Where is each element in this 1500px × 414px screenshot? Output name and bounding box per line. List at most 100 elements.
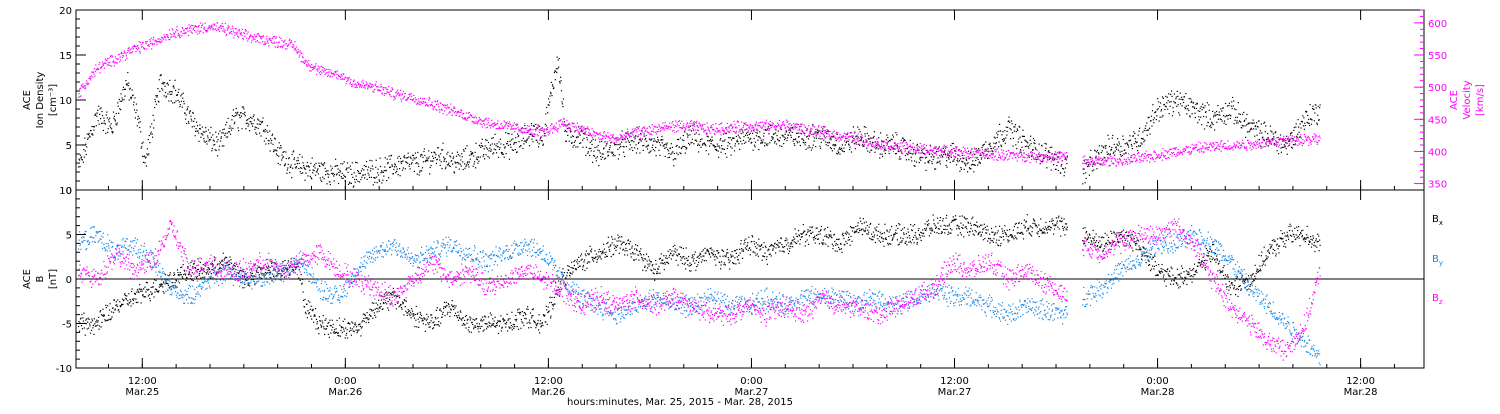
ion-density-point — [708, 136, 709, 137]
ion-density-point — [432, 160, 433, 161]
ion-density-point — [210, 139, 211, 140]
ion-density-point — [149, 142, 150, 143]
velocity-point — [156, 44, 157, 45]
velocity-point — [982, 156, 983, 157]
velocity-point — [615, 137, 616, 138]
ion-density-point — [1210, 125, 1211, 126]
velocity-point — [328, 75, 329, 76]
ion-density-point — [783, 143, 784, 144]
ion-density-point — [853, 126, 854, 127]
ion-density-point — [820, 138, 821, 139]
ion-density-point — [116, 124, 117, 125]
ion-density-point — [114, 116, 115, 117]
ion-density-point — [551, 95, 552, 96]
ion-density-point — [1235, 120, 1236, 121]
ion-density-point — [867, 133, 868, 134]
velocity-point — [122, 53, 123, 54]
ion-density-point — [227, 133, 228, 134]
ion-density-point — [265, 129, 266, 130]
velocity-point — [226, 34, 227, 35]
velocity-point — [651, 131, 652, 132]
velocity-point — [210, 27, 211, 28]
velocity-point — [1085, 159, 1086, 160]
ion-density-point — [819, 146, 820, 147]
ion-density-point — [1188, 110, 1189, 111]
velocity-point — [607, 132, 608, 133]
ion-density-point — [556, 68, 557, 69]
ion-density-point — [606, 143, 607, 144]
velocity-point — [311, 64, 312, 65]
ion-density-point — [1232, 97, 1233, 98]
ion-density-point — [204, 140, 205, 141]
ion-density-point — [1121, 151, 1122, 152]
ion-density-point — [567, 135, 568, 136]
velocity-point — [371, 87, 372, 88]
velocity-point — [861, 136, 862, 137]
velocity-point — [944, 149, 945, 150]
ion-density-point — [511, 134, 512, 135]
velocity-point — [345, 77, 346, 78]
ion-density-point — [741, 133, 742, 134]
ion-density-point — [804, 133, 805, 134]
velocity-point — [1005, 157, 1006, 158]
velocity-point — [584, 129, 585, 130]
velocity-point — [859, 138, 860, 139]
ion-density-point — [1012, 146, 1013, 147]
velocity-point — [800, 124, 801, 125]
velocity-point — [99, 62, 100, 63]
velocity-point — [1124, 153, 1125, 154]
ion-density-point — [1225, 116, 1226, 117]
ion-density-point — [1304, 123, 1305, 124]
ion-density-point — [1053, 164, 1054, 165]
velocity-point — [802, 123, 803, 124]
velocity-point — [599, 139, 600, 140]
velocity-point — [627, 129, 628, 130]
velocity-point — [473, 121, 474, 122]
velocity-point — [743, 127, 744, 128]
ion-density-point — [200, 137, 201, 138]
velocity-point — [340, 79, 341, 80]
velocity-point — [221, 28, 222, 29]
ion-density-point — [738, 135, 739, 136]
velocity-point — [746, 128, 747, 129]
ion-density-point — [219, 131, 220, 132]
ion-density-point — [195, 135, 196, 136]
ion-density-point — [413, 155, 414, 156]
ion-density-point — [919, 158, 920, 159]
velocity-point — [992, 154, 993, 155]
velocity-point — [943, 146, 944, 147]
ion-density-point — [942, 156, 943, 157]
velocity-point — [330, 75, 331, 76]
velocity-point — [356, 85, 357, 86]
ion-density-point — [511, 139, 512, 140]
ion-density-point — [610, 145, 611, 146]
ion-density-point — [503, 154, 504, 155]
ion-density-point — [1011, 120, 1012, 121]
velocity-point — [1003, 153, 1004, 154]
velocity-point — [674, 132, 675, 133]
ion-density-point — [1208, 122, 1209, 123]
ion-density-point — [1137, 142, 1138, 143]
velocity-point — [779, 126, 780, 127]
velocity-point — [721, 134, 722, 135]
velocity-point — [106, 60, 107, 61]
ion-density-point — [1227, 119, 1228, 120]
top-y2tick-label: 600 — [1428, 19, 1447, 30]
velocity-point — [1103, 162, 1104, 163]
velocity-point — [507, 122, 508, 123]
velocity-point — [299, 55, 300, 56]
ion-density-point — [132, 90, 133, 91]
velocity-point — [970, 150, 971, 151]
ion-density-point — [593, 139, 594, 140]
ion-density-point — [1127, 142, 1128, 143]
velocity-point — [527, 125, 528, 126]
velocity-point — [553, 127, 554, 128]
ion-density-point — [428, 158, 429, 159]
ion-density-point — [1180, 103, 1181, 104]
velocity-point — [798, 124, 799, 125]
velocity-point — [334, 73, 335, 74]
ion-density-point — [137, 119, 138, 120]
velocity-point — [277, 47, 278, 48]
ion-density-point — [259, 124, 260, 125]
ion-density-point — [1166, 106, 1167, 107]
